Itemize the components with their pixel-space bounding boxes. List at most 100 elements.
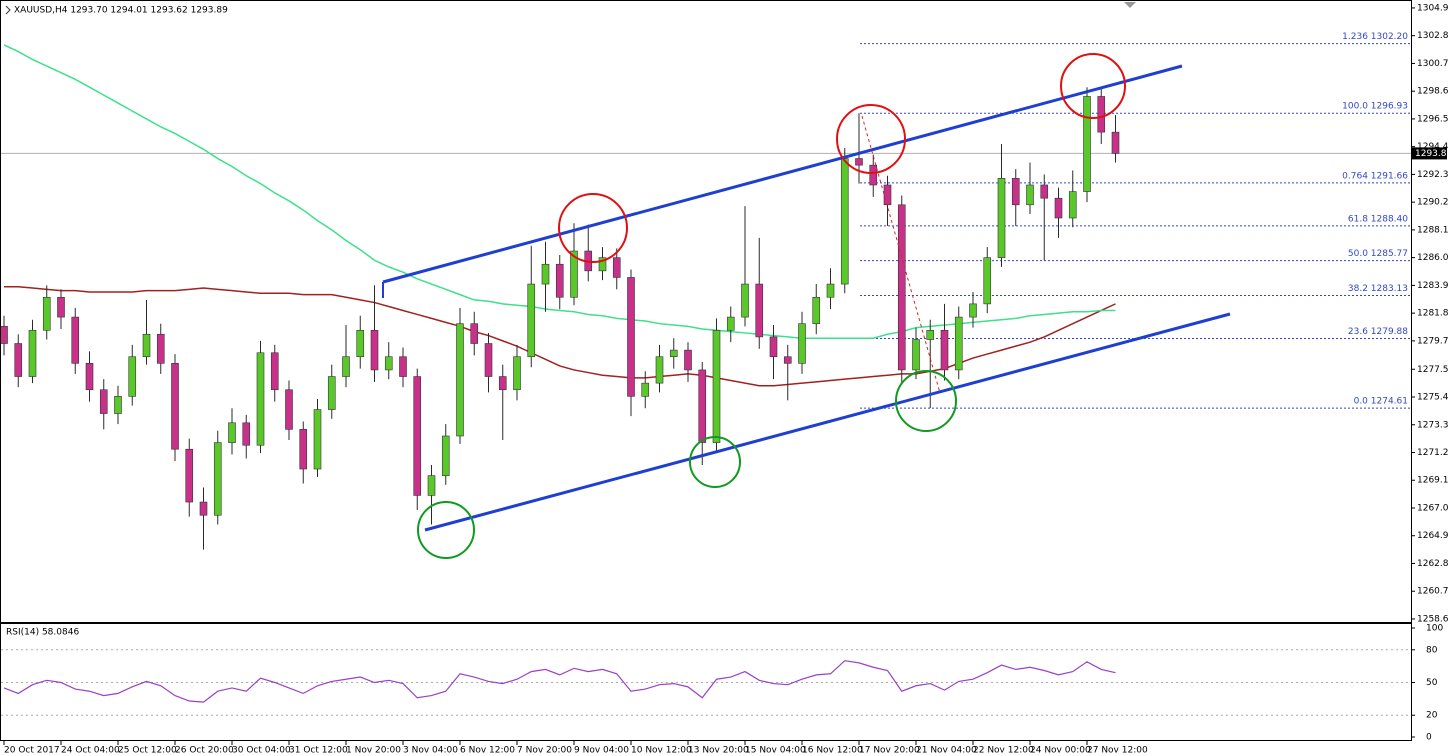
fib-label: 0.764 1291.66 (1342, 171, 1408, 181)
candle-body (85, 363, 94, 391)
candle-body (855, 158, 863, 166)
candle-body (997, 178, 1006, 258)
candle-body (1083, 96, 1091, 192)
candle-body (641, 382, 650, 397)
candle-body (42, 296, 51, 331)
x-tick-label: 27 Nov 12:00 (1087, 746, 1148, 756)
candle-body (741, 283, 749, 318)
candle-body (555, 263, 564, 298)
candle-body (384, 356, 393, 371)
candle-body (726, 316, 735, 331)
main-panel-border (0, 0, 1412, 623)
candle-body (1011, 178, 1020, 206)
candle-body (370, 329, 379, 371)
rsi-title: RSI(14) 58.0846 (6, 628, 79, 638)
candle-body (798, 323, 806, 364)
y-tick-label: 1267.05 (1417, 503, 1448, 513)
y-tick-label: 1292.30 (1417, 170, 1448, 180)
candle-body (926, 329, 935, 340)
candle-body (313, 409, 322, 470)
candle-body (285, 389, 293, 430)
candle-body (356, 329, 365, 358)
resistance-circle (836, 104, 906, 174)
y-tick-label: 1273.35 (1417, 420, 1448, 430)
y-tick-label: 1258.65 (1417, 614, 1448, 624)
candle-body (513, 356, 521, 391)
candle-body (598, 257, 607, 272)
candle-body (327, 376, 336, 410)
candle-body (114, 396, 122, 414)
candle-body (0, 326, 8, 344)
candle-body (541, 263, 550, 285)
channel-lower (424, 312, 1231, 532)
candle-body (99, 389, 108, 414)
candle-body (1040, 184, 1049, 199)
candle-body (983, 257, 992, 305)
candle-body (242, 422, 251, 446)
fib-label: 38.2 1283.13 (1348, 284, 1408, 294)
y-tick-label: 1277.55 (1417, 365, 1448, 375)
y-tick-label: 1300.70 (1417, 59, 1448, 69)
candle-body (698, 369, 707, 443)
candle-body (1068, 191, 1077, 219)
candle-body (869, 164, 878, 186)
candle-body (712, 329, 721, 443)
y-tick-label: 1269.15 (1417, 476, 1448, 486)
shift-marker (1124, 2, 1136, 8)
candle-body (1054, 197, 1063, 219)
x-tick-label: 20 Oct 2017 (4, 746, 60, 756)
candle-body (612, 257, 621, 278)
support-circle (689, 436, 741, 488)
y-tick-label: 1304.90 (1417, 3, 1448, 13)
x-tick-label: 21 Nov 04:00 (916, 746, 977, 756)
resistance-circle (1060, 53, 1126, 119)
candle-body (840, 158, 849, 285)
support-circle (895, 370, 957, 432)
candle-body (954, 316, 963, 371)
y-tick-label: 1281.80 (1417, 309, 1448, 319)
x-tick-label: 10 Nov 12:00 (631, 746, 692, 756)
last-price-box (1412, 147, 1447, 160)
candle-body (441, 435, 450, 476)
candle-body (570, 250, 578, 298)
y-tick-label: 1288.10 (1417, 225, 1448, 235)
chart-title: XAUUSD,H4 1293.70 1294.01 1293.62 1293.8… (14, 6, 228, 16)
y-tick-label: 1275.45 (1417, 393, 1448, 403)
candle-body (427, 475, 436, 496)
candle-body (142, 333, 151, 358)
candle-body (826, 283, 835, 298)
candle-body (883, 184, 892, 206)
y-tick-label: 1262.85 (1417, 559, 1448, 569)
x-tick-label: 24 Oct 04:00 (61, 746, 120, 756)
candle-body (684, 349, 692, 371)
candle-body (256, 352, 265, 446)
candle-body (769, 336, 778, 358)
y-tick-label: 1294.40 (1417, 142, 1448, 152)
candle-body (456, 323, 464, 437)
x-tick-label: 17 Nov 20:00 (859, 746, 920, 756)
candle-body (755, 283, 764, 338)
x-tick-label: 25 Oct 12:00 (118, 746, 177, 756)
candle-body (655, 356, 664, 384)
candle-body (1097, 96, 1106, 133)
candle-body (399, 356, 407, 377)
annotations (382, 2, 1231, 559)
symbol-icon (5, 5, 11, 15)
y-tick-label: 50 (1426, 678, 1438, 688)
candle-body (897, 204, 906, 371)
x-tick-label: 3 Nov 04:00 (403, 746, 458, 756)
y-tick-label: 1298.60 (1417, 87, 1448, 97)
candle-body (199, 501, 208, 516)
candle-body (156, 333, 165, 364)
y-tick-label: 1286.00 (1417, 253, 1448, 263)
x-tick-label: 31 Oct 12:00 (289, 746, 348, 756)
y-tick-label: 1290.20 (1417, 198, 1448, 208)
candle-body (270, 352, 279, 391)
fib-label: 61.8 1288.40 (1348, 214, 1408, 224)
fib-label: 100.0 1296.93 (1342, 102, 1408, 112)
candle-body (498, 376, 507, 391)
candle-body (912, 339, 920, 371)
candle-body (484, 343, 493, 377)
y-tick-label: 80 (1426, 645, 1438, 655)
